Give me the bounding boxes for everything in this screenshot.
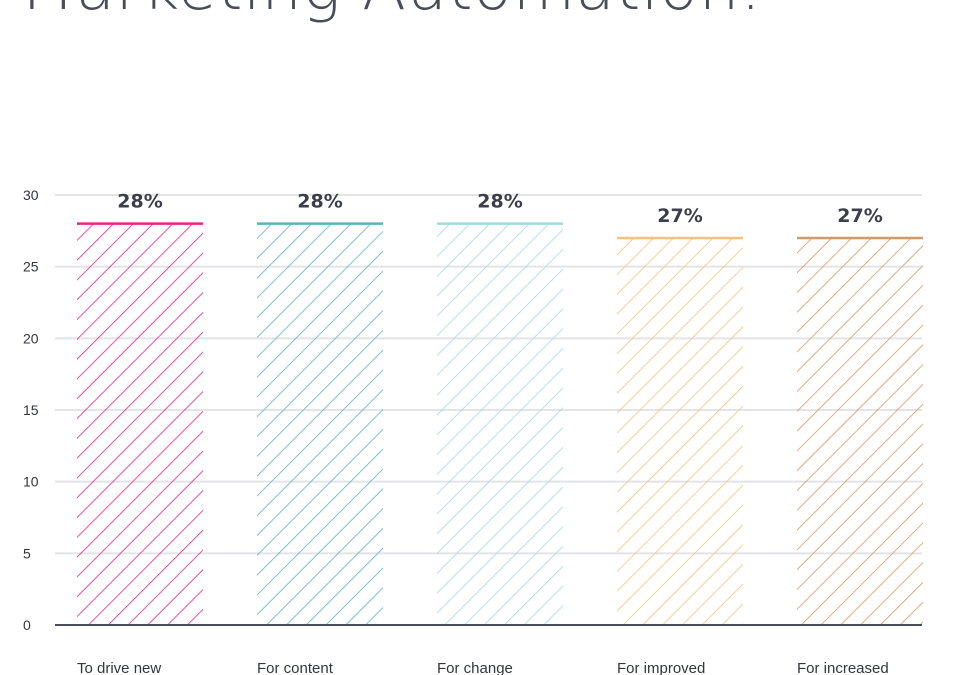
y-tick-label: 25 <box>23 259 39 275</box>
data-label: 27% <box>837 205 882 227</box>
data-labels: 28% 28% 28% 27% 27% <box>117 191 882 227</box>
bar <box>257 223 383 625</box>
bar <box>437 223 563 625</box>
y-tick-label: 20 <box>23 330 39 346</box>
data-label: 28% <box>117 191 162 213</box>
y-tick-label: 30 <box>23 187 39 203</box>
y-axis-ticks: 0 5 10 15 20 25 30 <box>23 187 39 633</box>
bar <box>797 238 923 625</box>
bar <box>617 238 743 625</box>
category-label: For change <box>437 660 513 675</box>
data-label: 28% <box>477 191 522 213</box>
data-label: 27% <box>657 205 702 227</box>
category-labels: To drive new For content For change For imp… <box>77 660 889 675</box>
category-label: For improved <box>617 660 705 675</box>
category-label: To drive new <box>77 660 161 675</box>
y-tick-label: 5 <box>23 545 31 561</box>
category-label: For increased <box>797 660 889 675</box>
bars <box>77 222 923 625</box>
bar <box>77 223 203 625</box>
y-tick-label: 15 <box>23 402 39 418</box>
category-label: For content <box>257 660 334 675</box>
y-tick-label: 0 <box>23 617 31 633</box>
data-label: 28% <box>297 191 342 213</box>
page-title: Marketing Automation: <box>20 0 762 20</box>
y-tick-label: 10 <box>23 474 39 490</box>
